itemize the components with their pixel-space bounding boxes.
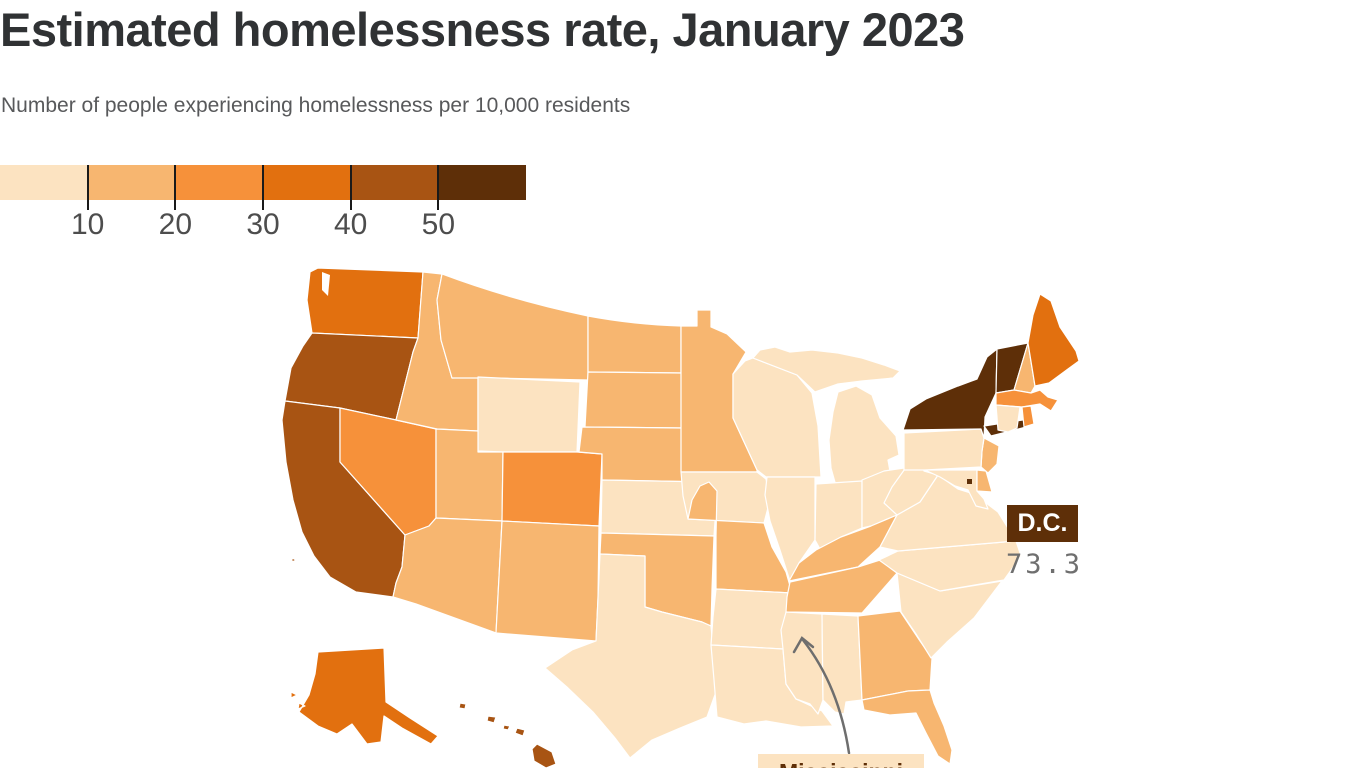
state-nd[interactable] [587,315,682,374]
state-mt[interactable] [436,273,589,381]
puget-sound [322,272,330,296]
state-al[interactable] [821,613,863,715]
page-subtitle: Number of people experiencing homelessne… [1,94,631,117]
state-ar[interactable] [710,588,793,650]
state-ak[interactable] [290,647,439,745]
state-mi[interactable] [752,346,901,494]
mississippi-callout-label: Mississippi [779,759,903,768]
state-sd[interactable] [584,371,686,429]
state-wy[interactable] [477,376,581,453]
legend-tick [86,165,89,210]
state-hi[interactable] [458,702,557,768]
legend-tick [174,165,177,210]
legend-tick [262,165,264,210]
legend-tick [349,165,352,210]
state-ri[interactable] [1021,405,1035,428]
page-title: Estimated homelessness rate, January 202… [0,3,965,56]
legend-color-bar [0,165,527,200]
legend-segment-3 [175,165,264,200]
legend-tick-label: 30 [246,208,280,241]
legend-tick-label: 50 [421,208,456,241]
legend-segment-1 [0,165,88,200]
state-tn[interactable] [785,559,898,614]
legend-segment-6 [438,165,527,200]
legend-segment-4 [263,165,351,200]
annotation-arrow [792,636,851,755]
legend: 10 20 30 40 50 [0,165,540,245]
state-nc[interactable] [878,540,1022,592]
mississippi-callout-box: Mississippi [758,754,924,768]
state-nm[interactable] [495,520,600,642]
state-ky[interactable] [788,514,898,582]
legend-segment-2 [87,165,176,200]
state-az[interactable] [392,517,503,634]
state-me[interactable] [1027,293,1080,387]
state-co[interactable] [501,451,603,527]
legend-segment-5 [350,165,439,200]
state-ct[interactable] [995,404,1021,433]
state-mo[interactable] [687,481,793,594]
state-fl[interactable] [861,689,953,765]
dc-callout-label: D.C. [1017,509,1068,537]
state-tx[interactable] [544,553,717,759]
dc-callout-value: 73.3 [1006,549,1084,580]
state-pa[interactable] [903,428,985,471]
legend-tick-label: 40 [333,208,368,241]
legend-tick-label: 20 [158,208,193,241]
state-de[interactable] [976,469,993,493]
state-dc-dot[interactable] [967,479,972,484]
legend-tick [437,165,440,210]
dc-callout-box: D.C. [1007,505,1078,542]
legend-tick-label: 10 [70,208,105,241]
